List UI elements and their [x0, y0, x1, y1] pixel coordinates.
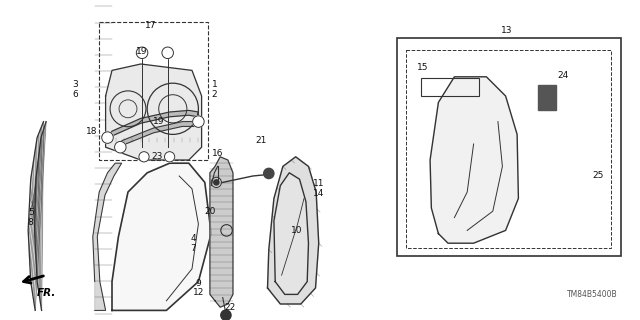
- Text: 19: 19: [136, 47, 148, 56]
- Text: 25: 25: [593, 172, 604, 180]
- Text: 21: 21: [255, 136, 267, 145]
- Circle shape: [115, 141, 126, 153]
- Text: 4
7: 4 7: [191, 234, 196, 252]
- Text: TM84B5400B: TM84B5400B: [567, 290, 618, 299]
- Polygon shape: [106, 64, 202, 160]
- Text: 15: 15: [417, 63, 428, 72]
- Text: 10: 10: [291, 226, 303, 235]
- Text: 5
8: 5 8: [28, 208, 33, 227]
- Bar: [397, 38, 621, 256]
- Circle shape: [162, 47, 173, 59]
- Bar: [538, 85, 556, 110]
- Text: 3
6: 3 6: [72, 80, 77, 99]
- Text: 20: 20: [204, 207, 216, 216]
- Circle shape: [221, 310, 231, 320]
- Text: 11
14: 11 14: [313, 180, 324, 198]
- Polygon shape: [268, 157, 319, 304]
- Bar: [421, 78, 479, 96]
- Text: 24: 24: [557, 71, 569, 80]
- Polygon shape: [430, 77, 518, 243]
- Circle shape: [136, 47, 148, 59]
- Circle shape: [102, 132, 113, 143]
- Text: 9
12: 9 12: [193, 279, 204, 297]
- Circle shape: [164, 152, 175, 162]
- Text: 13: 13: [501, 26, 513, 35]
- Polygon shape: [118, 122, 195, 152]
- Bar: [406, 50, 611, 248]
- Circle shape: [193, 116, 204, 127]
- Circle shape: [214, 180, 219, 185]
- Polygon shape: [112, 163, 211, 310]
- Polygon shape: [93, 163, 122, 310]
- Text: 16: 16: [212, 149, 223, 158]
- Text: FR.: FR.: [37, 288, 56, 298]
- Circle shape: [139, 152, 149, 162]
- Polygon shape: [108, 110, 198, 142]
- Text: 17: 17: [145, 21, 157, 30]
- Polygon shape: [28, 122, 46, 310]
- Text: 19: 19: [153, 117, 164, 126]
- Text: 23: 23: [151, 152, 163, 161]
- Polygon shape: [210, 157, 233, 307]
- Text: 1
2: 1 2: [212, 80, 217, 99]
- Text: 22: 22: [225, 303, 236, 312]
- Circle shape: [264, 168, 274, 179]
- Polygon shape: [274, 173, 308, 294]
- Text: 18: 18: [86, 127, 97, 136]
- Bar: [99, 22, 208, 160]
